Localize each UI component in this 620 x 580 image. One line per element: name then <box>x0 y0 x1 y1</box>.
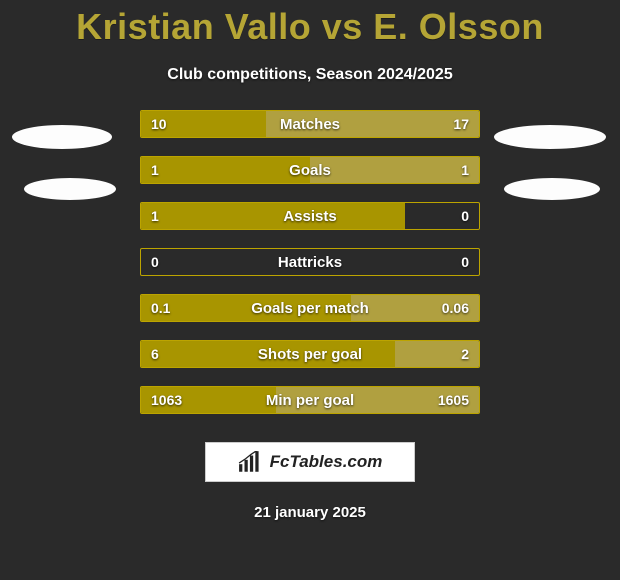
subtitle: Club competitions, Season 2024/2025 <box>0 66 620 84</box>
footer-brand-text: FcTables.com <box>270 452 383 472</box>
date-label: 21 january 2025 <box>0 504 620 521</box>
bar-left <box>141 157 310 183</box>
stat-value-left: 0 <box>141 249 169 275</box>
bar-right <box>266 111 479 137</box>
stat-row: 11Goals <box>140 156 480 184</box>
decorative-ellipse <box>24 178 116 200</box>
page-title: Kristian Vallo vs E. Olsson <box>0 0 620 48</box>
decorative-ellipse <box>504 178 600 200</box>
bar-right <box>310 157 479 183</box>
bar-left <box>141 203 405 229</box>
stat-value-right: 0 <box>451 249 479 275</box>
bar-left <box>141 111 266 137</box>
bar-left <box>141 387 276 413</box>
footer-brand-logo: FcTables.com <box>205 442 415 482</box>
decorative-ellipse <box>494 125 606 149</box>
stat-row: 0.10.06Goals per match <box>140 294 480 322</box>
chart-icon <box>238 451 264 473</box>
stat-row: 62Shots per goal <box>140 340 480 368</box>
stats-comparison-chart: 1017Matches11Goals10Assists00Hattricks0.… <box>140 110 480 414</box>
bar-right <box>276 387 479 413</box>
bar-left <box>141 341 395 367</box>
stat-row: 10631605Min per goal <box>140 386 480 414</box>
decorative-ellipse <box>12 125 112 149</box>
bar-left <box>141 295 351 321</box>
stat-row: 1017Matches <box>140 110 480 138</box>
bar-right <box>395 341 480 367</box>
stat-row: 10Assists <box>140 202 480 230</box>
stat-row: 0 0Hattricks <box>140 248 480 276</box>
bar-right <box>351 295 479 321</box>
stat-value-right: 0 <box>451 203 479 229</box>
stat-label: Hattricks <box>141 249 479 275</box>
